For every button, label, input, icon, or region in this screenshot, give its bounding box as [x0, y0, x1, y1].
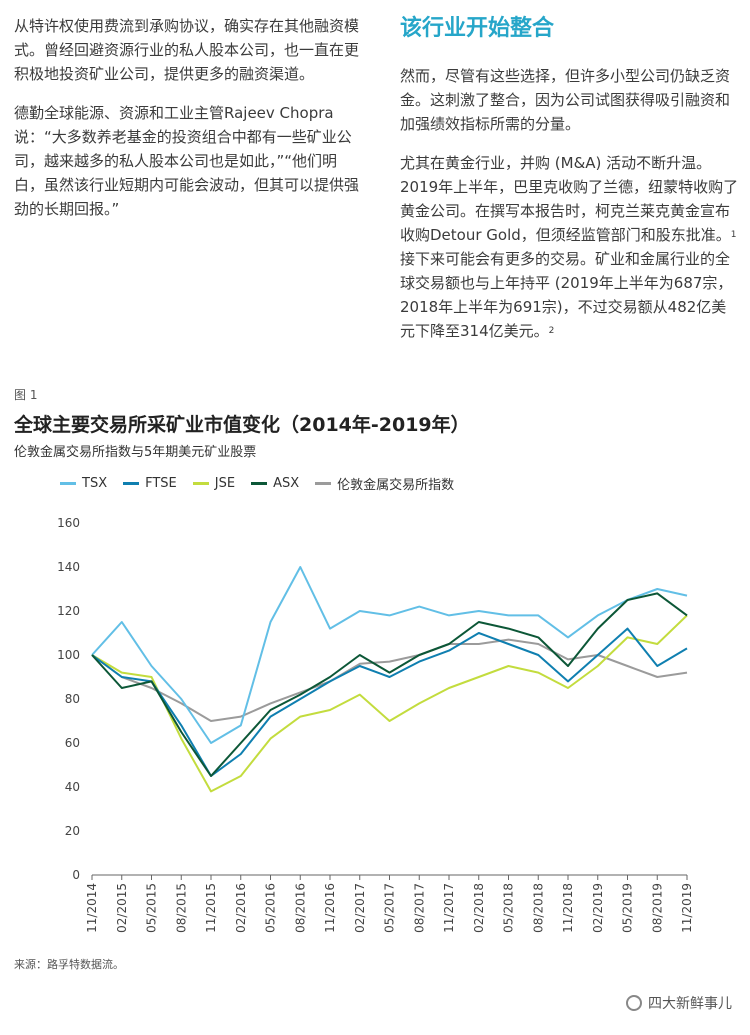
x-tick-label: 08/2019 — [650, 883, 664, 933]
series-line-jse — [91, 614, 688, 793]
x-tick-label: 11/2015 — [204, 883, 218, 933]
right-paragraph-1: 然而，尽管有这些选择，但许多小型公司仍缺乏资金。这刺激了整合，因为公司试图获得吸… — [400, 67, 731, 133]
y-tick-label: 60 — [65, 736, 80, 750]
y-tick-label: 20 — [65, 824, 80, 838]
x-tick-label: 02/2018 — [472, 883, 486, 933]
legend-item-tsx: TSX — [60, 474, 107, 493]
legend-swatch-jse — [192, 482, 209, 485]
line-chart: 0 20 40 60 80 100 120 140 160 11/2014 02/2015 05/20… — [57, 516, 694, 933]
x-tick-label: 11/2014 — [85, 883, 99, 933]
legend-swatch-tsx — [60, 482, 76, 485]
x-tick-label: 11/2016 — [323, 883, 337, 933]
x-tick-label: 08/2018 — [531, 883, 545, 933]
x-tick-label: 08/2015 — [174, 883, 188, 933]
legend-swatch-lme — [315, 482, 332, 485]
legend-label-asx: ASX — [273, 476, 300, 491]
y-tick-label: 140 — [57, 560, 80, 574]
series-line-asx — [91, 592, 688, 777]
left-paragraph-2: 德勤全球能源、资源和工业主管Rajeev Chopra说：“大多数养老基金的投资… — [14, 104, 360, 218]
series-line-ftse — [91, 627, 688, 777]
y-tick-label: 40 — [65, 780, 80, 794]
x-tick-label: 08/2016 — [293, 883, 307, 933]
legend-swatch-asx — [251, 482, 268, 485]
legend-item-asx: ASX — [251, 474, 299, 493]
wechat-icon — [626, 995, 642, 1011]
legend-item-jse: JSE — [192, 474, 236, 493]
watermark: 四大新鲜事儿 — [626, 993, 732, 1013]
x-tick-label: 05/2017 — [383, 883, 397, 933]
legend-item-ftse: FTSE — [123, 474, 177, 493]
y-tick-label: 0 — [72, 868, 80, 882]
legend-label-ftse: FTSE — [145, 476, 177, 491]
x-tick-label: 11/2018 — [561, 883, 575, 933]
right-paragraph-2-text: 尤其在黄金行业，并购 (M&A) 活动不断升温。2019年上半年，巴里克收购了兰… — [400, 154, 739, 244]
x-tick-label: 05/2016 — [264, 883, 278, 933]
section-heading: 该行业开始整合 — [400, 16, 555, 41]
x-tick-label: 08/2017 — [412, 883, 426, 933]
chart-subtitle: 伦敦金属交易所指数与5年期美元矿业股票 — [14, 445, 257, 460]
figure-label: 图 1 — [14, 388, 38, 402]
footnote-1: 1 — [730, 230, 737, 240]
series-line-lme — [91, 638, 688, 722]
y-tick-label: 160 — [57, 516, 80, 530]
x-tick-label: 05/2018 — [502, 883, 516, 933]
left-paragraph-1: 从特许权使用费流到承购协议，确实存在其他融资模式。曾经回避资源行业的私人股本公司… — [14, 17, 360, 83]
source-note: 来源：路孚特数据流。 — [14, 958, 124, 971]
x-tick-label: 02/2017 — [353, 883, 367, 933]
footnote-2: 2 — [548, 326, 555, 336]
series-line-tsx — [91, 566, 688, 744]
legend-label-tsx: TSX — [82, 476, 108, 491]
legend-item-lme: 伦敦金属交易所指数 — [315, 474, 454, 493]
legend-label-lme: 伦敦金属交易所指数 — [337, 478, 455, 493]
x-tick-label: 11/2019 — [680, 883, 694, 933]
right-paragraph-2: 尤其在黄金行业，并购 (M&A) 活动不断升温。2019年上半年，巴里克收购了兰… — [400, 151, 740, 343]
watermark-text: 四大新鲜事儿 — [648, 996, 732, 1012]
x-tick-label: 02/2015 — [115, 883, 129, 933]
chart-title: 全球主要交易所采矿业市值变化（2014年-2019年） — [14, 414, 470, 436]
x-tick-label: 11/2017 — [442, 883, 456, 933]
x-tick-label: 05/2019 — [621, 883, 635, 933]
x-tick-label: 05/2015 — [145, 883, 159, 933]
left-text-column: 从特许权使用费流到承购协议，确实存在其他融资模式。曾经回避资源行业的私人股本公司… — [14, 14, 364, 236]
x-tick-label: 02/2016 — [234, 883, 248, 933]
x-tick-label: 02/2019 — [591, 883, 605, 933]
chart-legend: TSX FTSE JSE ASX 伦敦金属交易所指数 — [60, 474, 454, 493]
y-tick-label: 120 — [57, 604, 80, 618]
legend-swatch-ftse — [123, 482, 140, 485]
right-text-column: 该行业开始整合 然而，尽管有这些选择，但许多小型公司仍缺乏资金。这刺激了整合，因… — [400, 14, 740, 358]
y-tick-label: 100 — [57, 648, 80, 662]
y-tick-label: 80 — [65, 692, 80, 706]
legend-label-jse: JSE — [214, 476, 236, 491]
right-paragraph-2b-text: 接下来可能会有更多的交易。矿业和金属行业的全球交易额也与上年持平 (2019年上… — [400, 250, 733, 340]
